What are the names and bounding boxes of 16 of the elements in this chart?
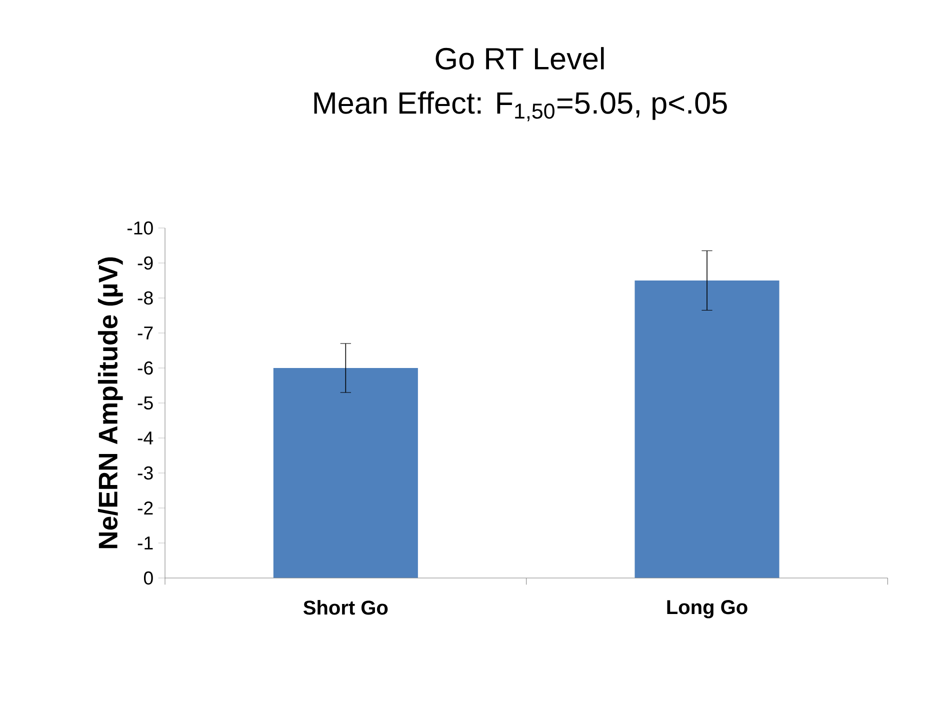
y-tick-label: -8 (138, 291, 153, 305)
x-tick-label: Long Go (667, 600, 748, 618)
y-tick-label: -5 (138, 396, 153, 410)
y-tick-label: -10 (127, 221, 153, 235)
chart-title: Go RT Level (436, 47, 604, 70)
y-tick-label: -3 (138, 466, 153, 480)
y-tick-label: -1 (138, 536, 153, 550)
x-tick-label: Short Go (303, 600, 388, 615)
y-tick-label: -2 (138, 501, 153, 515)
y-tick-label: -7 (138, 326, 153, 340)
y-axis-title: Ne/ERN Amplitude (µV) (98, 257, 123, 548)
y-tick-label: 0 (144, 571, 153, 585)
chart-subtitle: Mean Effect: F$_{1,50}$=5.05, p<.05 (314, 91, 727, 122)
y-tick-label: -4 (138, 432, 154, 444)
y-tick-label: -9 (138, 256, 153, 270)
y-tick-label: -6 (138, 361, 153, 375)
